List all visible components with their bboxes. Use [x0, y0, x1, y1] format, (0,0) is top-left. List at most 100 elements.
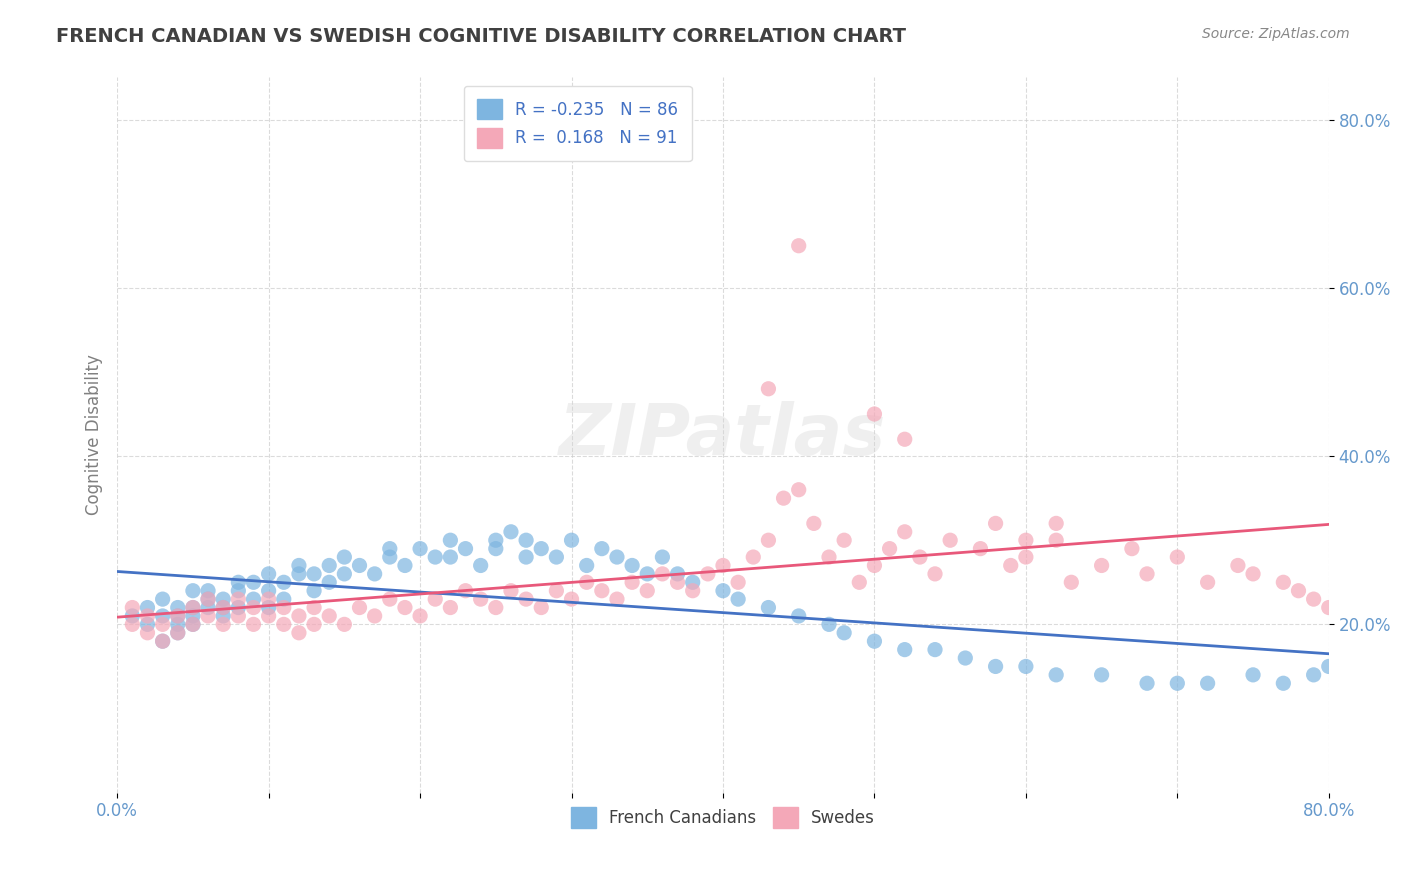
- Swedes: [1015, 533, 1038, 548]
- Swedes: [939, 533, 962, 548]
- Swedes: [848, 575, 870, 590]
- Swedes: [621, 575, 644, 590]
- Swedes: [1136, 566, 1159, 581]
- French Canadians: [288, 566, 311, 581]
- Swedes: [257, 609, 280, 624]
- Swedes: [288, 609, 311, 624]
- Swedes: [318, 609, 340, 624]
- French Canadians: [394, 558, 416, 573]
- French Canadians: [832, 625, 855, 640]
- French Canadians: [515, 533, 537, 548]
- French Canadians: [1197, 676, 1219, 690]
- Swedes: [879, 541, 901, 556]
- French Canadians: [181, 583, 204, 598]
- Swedes: [363, 609, 385, 624]
- Swedes: [333, 617, 356, 632]
- French Canadians: [212, 600, 235, 615]
- French Canadians: [651, 550, 673, 565]
- Swedes: [1060, 575, 1083, 590]
- Y-axis label: Cognitive Disability: Cognitive Disability: [86, 355, 103, 516]
- French Canadians: [288, 558, 311, 573]
- French Canadians: [363, 566, 385, 581]
- French Canadians: [1302, 668, 1324, 682]
- French Canadians: [711, 583, 734, 598]
- French Canadians: [136, 617, 159, 632]
- Swedes: [863, 407, 886, 421]
- Swedes: [499, 583, 522, 598]
- Text: Source: ZipAtlas.com: Source: ZipAtlas.com: [1202, 27, 1350, 41]
- French Canadians: [758, 600, 780, 615]
- French Canadians: [485, 533, 508, 548]
- Swedes: [273, 600, 295, 615]
- Swedes: [1241, 566, 1264, 581]
- French Canadians: [636, 566, 658, 581]
- French Canadians: [349, 558, 371, 573]
- Swedes: [454, 583, 477, 598]
- Swedes: [515, 592, 537, 607]
- Swedes: [666, 575, 689, 590]
- French Canadians: [1091, 668, 1114, 682]
- Swedes: [560, 592, 582, 607]
- Swedes: [984, 516, 1007, 531]
- French Canadians: [318, 575, 340, 590]
- Swedes: [1045, 533, 1067, 548]
- French Canadians: [378, 550, 401, 565]
- Swedes: [394, 600, 416, 615]
- Swedes: [893, 432, 915, 446]
- French Canadians: [181, 617, 204, 632]
- Swedes: [439, 600, 461, 615]
- French Canadians: [591, 541, 613, 556]
- Swedes: [787, 238, 810, 252]
- Swedes: [181, 600, 204, 615]
- French Canadians: [378, 541, 401, 556]
- French Canadians: [1015, 659, 1038, 673]
- Swedes: [228, 609, 250, 624]
- Swedes: [228, 592, 250, 607]
- Legend: French Canadians, Swedes: French Canadians, Swedes: [564, 801, 882, 834]
- Swedes: [166, 609, 188, 624]
- French Canadians: [136, 600, 159, 615]
- French Canadians: [197, 583, 219, 598]
- French Canadians: [485, 541, 508, 556]
- Swedes: [758, 533, 780, 548]
- French Canadians: [242, 592, 264, 607]
- Swedes: [651, 566, 673, 581]
- Swedes: [742, 550, 765, 565]
- Swedes: [1091, 558, 1114, 573]
- Swedes: [378, 592, 401, 607]
- Swedes: [302, 617, 325, 632]
- Swedes: [727, 575, 749, 590]
- French Canadians: [273, 592, 295, 607]
- French Canadians: [893, 642, 915, 657]
- Swedes: [212, 617, 235, 632]
- French Canadians: [166, 600, 188, 615]
- Swedes: [530, 600, 553, 615]
- French Canadians: [409, 541, 432, 556]
- French Canadians: [152, 634, 174, 648]
- French Canadians: [924, 642, 946, 657]
- French Canadians: [1166, 676, 1188, 690]
- Swedes: [682, 583, 704, 598]
- French Canadians: [470, 558, 492, 573]
- Swedes: [197, 592, 219, 607]
- Swedes: [470, 592, 492, 607]
- French Canadians: [228, 600, 250, 615]
- French Canadians: [181, 600, 204, 615]
- Swedes: [924, 566, 946, 581]
- French Canadians: [439, 550, 461, 565]
- French Canadians: [121, 609, 143, 624]
- French Canadians: [818, 617, 841, 632]
- French Canadians: [454, 541, 477, 556]
- Swedes: [863, 558, 886, 573]
- French Canadians: [197, 600, 219, 615]
- French Canadians: [318, 558, 340, 573]
- French Canadians: [333, 566, 356, 581]
- French Canadians: [530, 541, 553, 556]
- Swedes: [302, 600, 325, 615]
- Swedes: [136, 625, 159, 640]
- Swedes: [1045, 516, 1067, 531]
- Swedes: [772, 491, 794, 505]
- French Canadians: [984, 659, 1007, 673]
- French Canadians: [166, 617, 188, 632]
- Swedes: [787, 483, 810, 497]
